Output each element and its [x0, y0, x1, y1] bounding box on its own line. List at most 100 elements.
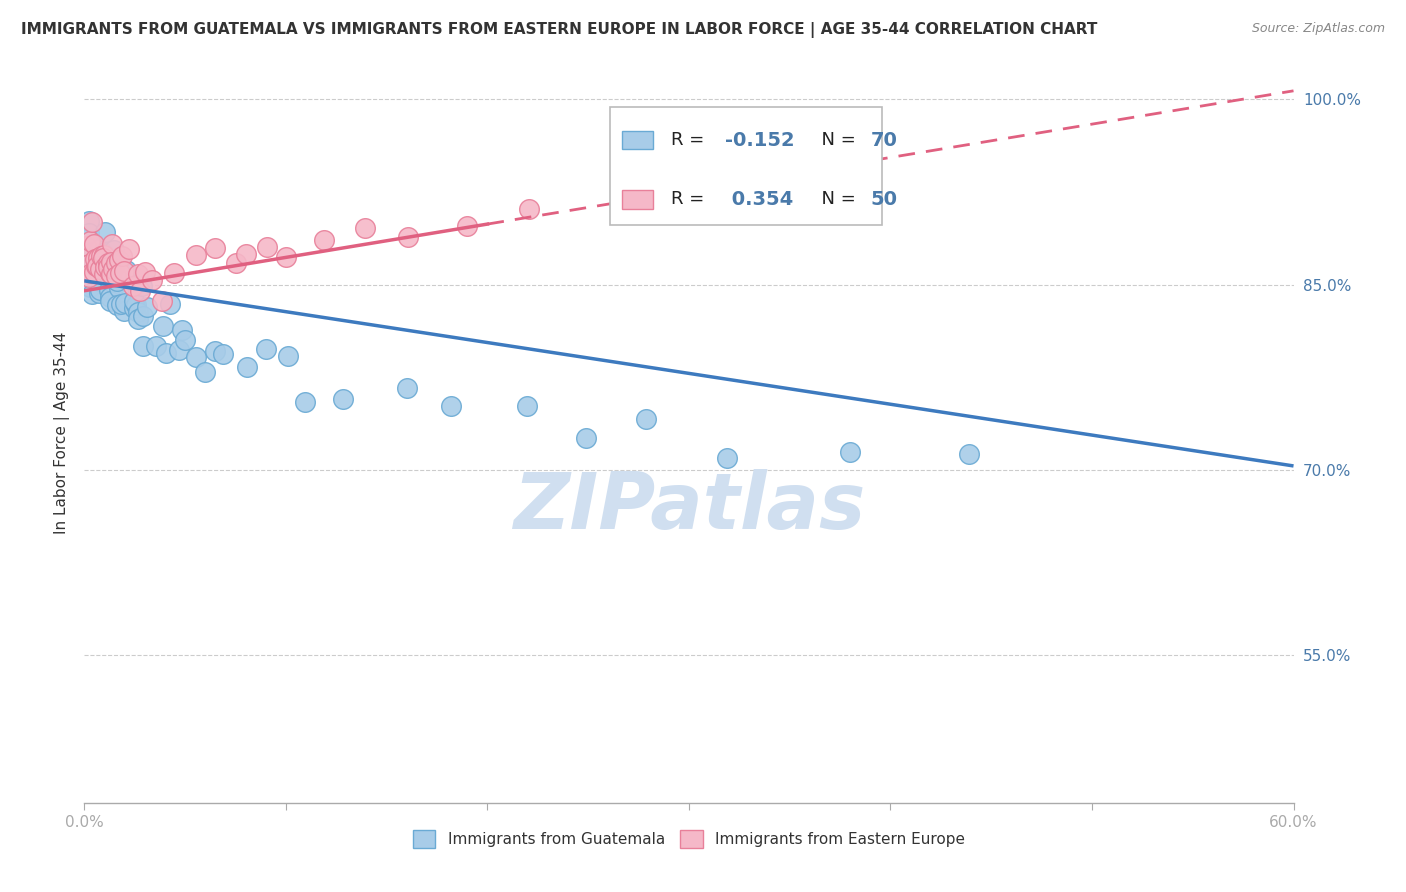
Point: [107, 281, 129, 295]
Point: [79, 234, 101, 248]
Point: [184, 351, 207, 365]
Point: [184, 248, 207, 262]
Point: [97, 255, 120, 269]
Point: [87, 244, 110, 258]
Point: [194, 365, 217, 379]
Point: [127, 305, 149, 319]
Point: [83, 252, 105, 266]
Point: [174, 333, 197, 347]
Point: [104, 268, 127, 283]
Point: [838, 445, 860, 459]
Point: [167, 343, 190, 357]
Point: [100, 267, 122, 281]
Point: [80, 266, 103, 280]
Point: [98, 293, 121, 308]
Text: Source: ZipAtlas.com: Source: ZipAtlas.com: [1251, 22, 1385, 36]
Text: ZIPatlas: ZIPatlas: [513, 468, 865, 545]
Point: [716, 451, 738, 466]
Point: [94, 252, 117, 267]
Point: [84, 271, 107, 285]
Point: [112, 264, 135, 278]
Point: [89, 243, 111, 257]
Point: [125, 297, 148, 311]
Point: [105, 274, 128, 288]
Point: [104, 258, 127, 272]
Point: [128, 284, 150, 298]
Text: 50: 50: [870, 190, 897, 209]
Point: [145, 339, 167, 353]
Point: [79, 251, 101, 265]
Point: [517, 202, 540, 216]
Point: [101, 236, 124, 251]
Point: [132, 309, 155, 323]
FancyBboxPatch shape: [623, 190, 652, 209]
Point: [395, 381, 418, 395]
Text: -0.152: -0.152: [725, 130, 794, 150]
Point: [93, 248, 115, 262]
Point: [141, 273, 163, 287]
Point: [957, 447, 980, 461]
Point: [86, 259, 108, 273]
Point: [77, 252, 100, 266]
Point: [101, 262, 124, 277]
Point: [332, 392, 354, 407]
Point: [121, 279, 143, 293]
Point: [83, 265, 105, 279]
Point: [115, 263, 138, 277]
Point: [83, 236, 105, 251]
FancyBboxPatch shape: [623, 131, 652, 149]
Point: [84, 260, 107, 274]
Point: [108, 252, 131, 267]
Point: [80, 245, 103, 260]
Point: [86, 258, 108, 272]
Point: [89, 261, 111, 276]
Point: [89, 285, 111, 300]
Point: [86, 267, 108, 281]
Point: [235, 247, 257, 261]
Text: R =: R =: [671, 190, 710, 208]
Point: [97, 283, 120, 297]
Point: [159, 297, 181, 311]
Point: [274, 251, 297, 265]
Point: [110, 261, 132, 276]
Point: [97, 265, 120, 279]
Point: [93, 256, 115, 270]
Point: [132, 339, 155, 353]
Point: [93, 268, 115, 282]
Point: [134, 265, 156, 279]
Point: [98, 266, 121, 280]
Point: [82, 286, 104, 301]
Point: [204, 241, 226, 255]
Point: [211, 347, 233, 361]
Point: [114, 295, 136, 310]
Point: [122, 301, 145, 315]
Point: [155, 345, 177, 359]
Point: [77, 258, 100, 272]
Point: [93, 246, 115, 260]
Point: [396, 230, 419, 244]
Point: [294, 394, 316, 409]
Point: [94, 226, 117, 240]
Point: [90, 249, 112, 263]
FancyBboxPatch shape: [610, 107, 883, 226]
Point: [110, 297, 132, 311]
Point: [100, 260, 122, 274]
Point: [127, 267, 149, 281]
Point: [100, 254, 122, 268]
Point: [105, 298, 128, 312]
Text: N =: N =: [810, 190, 862, 208]
Text: 0.354: 0.354: [725, 190, 793, 209]
Y-axis label: In Labor Force | Age 35-44: In Labor Force | Age 35-44: [55, 332, 70, 533]
Point: [98, 272, 121, 286]
Point: [108, 267, 131, 281]
Point: [439, 399, 461, 413]
Text: 70: 70: [870, 130, 897, 150]
Point: [131, 279, 153, 293]
Point: [314, 233, 336, 247]
Point: [87, 251, 110, 265]
Text: R =: R =: [671, 131, 710, 149]
Point: [98, 290, 121, 304]
Point: [75, 239, 97, 253]
Point: [354, 221, 377, 235]
Point: [254, 342, 277, 356]
